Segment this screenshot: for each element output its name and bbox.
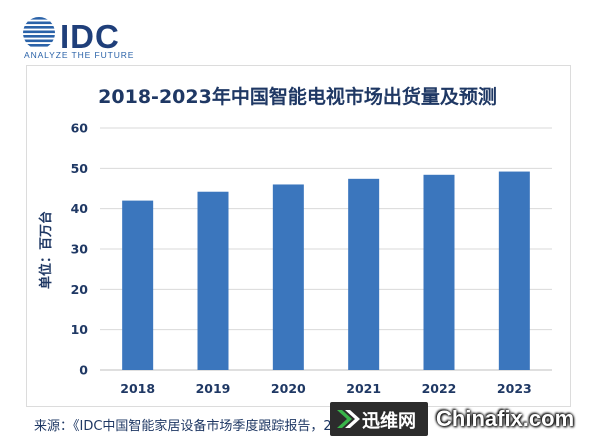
bar — [423, 174, 455, 370]
y-tick-label: 0 — [79, 363, 88, 378]
x-tick-label: 2020 — [271, 381, 306, 396]
logo-tagline: ANALYZE THE FUTURE — [24, 50, 135, 60]
y-tick-label: 50 — [71, 161, 89, 176]
bar — [498, 171, 530, 370]
x-tick-label: 2021 — [346, 381, 381, 396]
watermark-domain-text: Chinafix.com — [436, 406, 575, 431]
bar — [122, 200, 154, 370]
arrow-logo-icon — [337, 410, 360, 428]
y-tick-label: 60 — [71, 121, 89, 136]
bar — [348, 178, 380, 370]
y-tick-label: 40 — [71, 201, 89, 216]
y-axis-label: 单位：百万台 — [38, 211, 54, 289]
y-tick-label: 30 — [71, 242, 89, 257]
y-tick-label: 20 — [71, 282, 89, 297]
watermark-cn-text: 迅维网 — [362, 411, 416, 432]
watermark-badge — [330, 402, 428, 436]
globe-icon — [23, 17, 55, 47]
idc-logo: IDC — [22, 8, 152, 62]
logo-wordmark: IDC — [60, 18, 120, 55]
x-tick-label: 2018 — [120, 381, 155, 396]
bar — [197, 191, 229, 370]
x-tick-label: 2023 — [497, 381, 532, 396]
bar — [272, 184, 304, 370]
x-tick-label: 2019 — [196, 381, 231, 396]
y-tick-label: 10 — [71, 322, 89, 337]
x-tick-label: 2022 — [422, 381, 457, 396]
chart-title: 2018-2023年中国智能电视市场出货量及预测 — [98, 86, 497, 108]
